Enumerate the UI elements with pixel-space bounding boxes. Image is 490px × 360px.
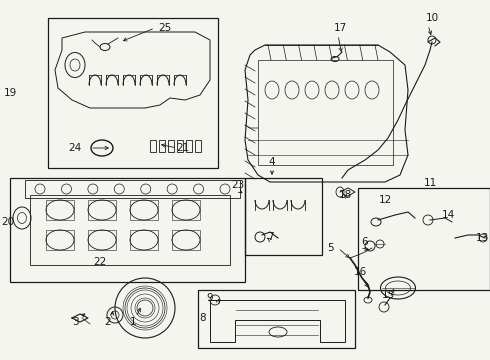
Text: 12: 12	[378, 195, 392, 205]
Bar	[245, 178, 322, 255]
Bar	[30, 195, 230, 265]
Text: 16: 16	[353, 267, 367, 277]
Text: 22: 22	[94, 257, 107, 267]
Text: 17: 17	[333, 23, 346, 33]
Text: 9: 9	[207, 293, 213, 303]
Bar	[130, 230, 158, 250]
Bar	[168, 140, 174, 152]
Bar	[358, 188, 490, 290]
Bar	[25, 180, 240, 198]
Bar	[88, 230, 116, 250]
Text: 1: 1	[130, 317, 136, 327]
Text: 4: 4	[269, 157, 275, 167]
Bar	[186, 140, 192, 152]
Text: 11: 11	[423, 178, 437, 188]
Bar	[46, 200, 74, 220]
Bar	[88, 200, 116, 220]
Text: 20: 20	[1, 217, 15, 227]
Text: 23: 23	[231, 180, 245, 190]
Bar	[172, 230, 200, 250]
Bar	[150, 140, 156, 152]
Bar	[48, 18, 218, 168]
Bar	[10, 178, 245, 282]
Bar	[130, 200, 158, 220]
Text: 15: 15	[381, 290, 394, 300]
Text: 18: 18	[339, 190, 352, 200]
Text: 10: 10	[425, 13, 439, 23]
Text: 24: 24	[69, 143, 82, 153]
Text: 19: 19	[3, 88, 17, 98]
Bar	[177, 140, 183, 152]
Text: 13: 13	[475, 233, 489, 243]
Text: 6: 6	[362, 237, 368, 247]
Bar	[172, 200, 200, 220]
Bar	[46, 230, 74, 250]
Text: 21: 21	[176, 143, 190, 153]
Text: 25: 25	[158, 23, 172, 33]
Bar	[159, 140, 165, 152]
Bar	[198, 290, 355, 348]
Text: 5: 5	[327, 243, 333, 253]
Text: 3: 3	[72, 317, 78, 327]
Text: 14: 14	[441, 210, 455, 220]
Bar	[195, 140, 201, 152]
Text: 8: 8	[200, 313, 206, 323]
Bar	[258, 60, 393, 165]
Text: 7: 7	[267, 232, 273, 242]
Text: 2: 2	[105, 317, 111, 327]
